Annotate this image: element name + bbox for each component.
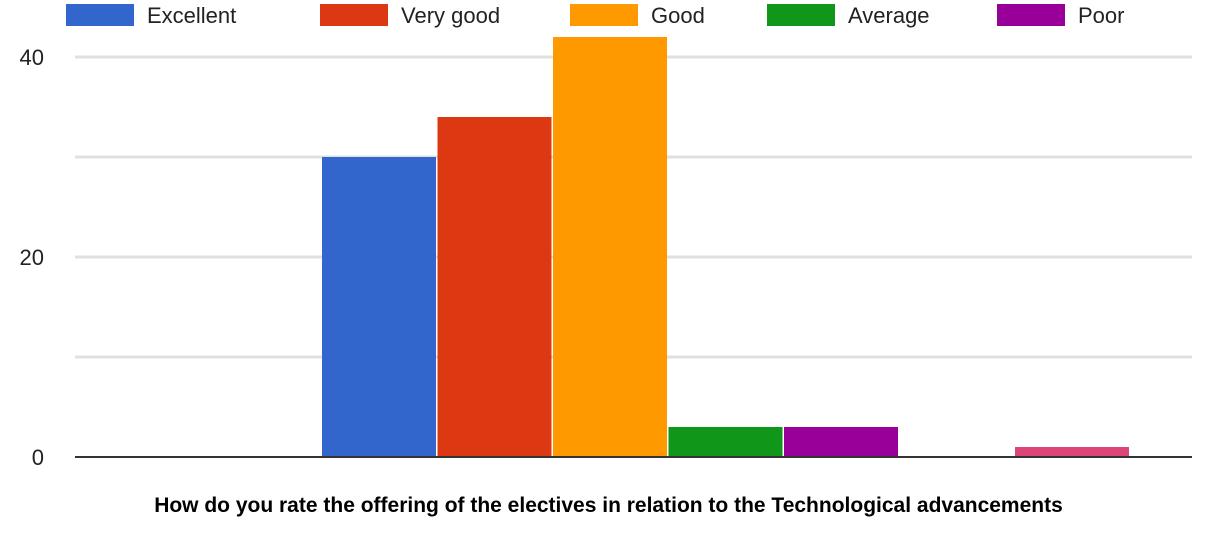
bar [553,37,667,457]
legend-label: Good [651,3,705,28]
y-tick-label: 20 [20,245,44,270]
legend-swatch [66,4,134,26]
chart-caption: How do you rate the offering of the elec… [154,494,1063,517]
bars [322,37,1129,457]
bar [668,427,783,457]
legend-label: Average [848,3,930,28]
legend-swatch [997,4,1065,26]
legend: Excellent Very good Good Average Poor [66,3,1124,28]
legend-swatch [320,4,388,26]
y-axis-tick-labels: 0 20 40 [20,45,44,470]
y-tick-label: 0 [32,445,44,470]
legend-label: Poor [1078,3,1124,28]
bar [784,427,898,457]
legend-label: Excellent [147,3,236,28]
legend-swatch [570,4,638,26]
bar-chart: 0 20 40 Excellent Very good Good Average Poor [20,3,1192,470]
bar [322,157,436,457]
legend-swatch [767,4,835,26]
bar [1015,447,1129,457]
bar [437,117,552,457]
legend-label: Very good [401,3,500,28]
y-tick-label: 40 [20,45,44,70]
